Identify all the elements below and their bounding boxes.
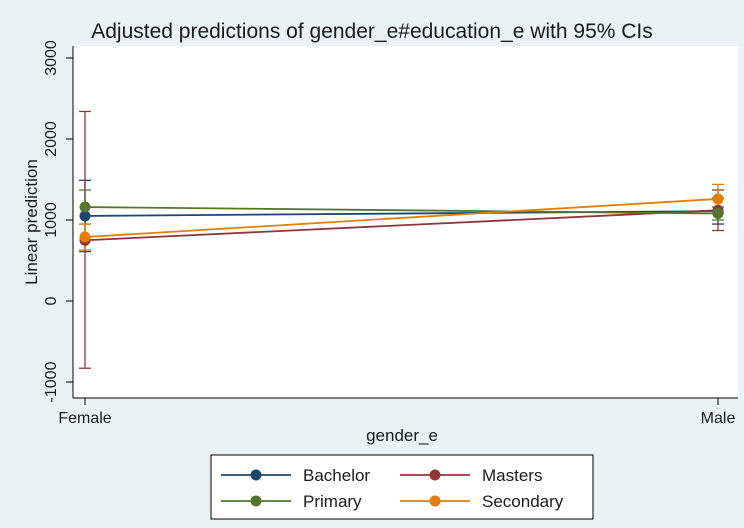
chart-title: Adjusted predictions of gender_e#educati…	[91, 20, 653, 43]
y-tick-label: 2000	[43, 121, 60, 157]
y-axis-ticks: -1000 0 1000 2000 3000	[43, 40, 73, 402]
series-lines	[84, 198, 719, 242]
y-tick-label: 1000	[43, 202, 60, 238]
legend: Bachelor Masters Primary Secondary	[210, 454, 594, 520]
legend-label: Primary	[303, 492, 362, 511]
series-line	[84, 206, 719, 215]
legend-items: Bachelor Masters Primary Secondary	[221, 466, 564, 511]
legend-marker	[250, 495, 262, 507]
y-tick-label: 3000	[43, 40, 60, 76]
data-point	[712, 193, 724, 205]
y-tick-label: 0	[43, 296, 60, 305]
legend-label: Masters	[482, 466, 542, 485]
data-point	[712, 208, 724, 220]
legend-box	[210, 454, 594, 520]
data-point	[79, 201, 91, 213]
plot-area	[73, 46, 738, 398]
legend-marker	[429, 495, 441, 507]
x-axis-label: gender_e	[366, 426, 438, 445]
x-tick-label: Female	[58, 410, 111, 427]
series-points	[79, 193, 724, 246]
legend-label: Bachelor	[303, 466, 370, 485]
data-point	[79, 210, 91, 222]
legend-label: Secondary	[482, 492, 564, 511]
x-axis-ticks: Female Male	[58, 398, 735, 427]
legend-marker	[250, 469, 262, 481]
series-line	[84, 209, 719, 242]
y-axis-label: Linear prediction	[22, 159, 41, 285]
data-point	[79, 231, 91, 243]
legend-marker	[429, 469, 441, 481]
series-line	[84, 198, 719, 238]
y-tick-label: -1000	[43, 361, 60, 402]
x-tick-label: Male	[701, 410, 736, 427]
